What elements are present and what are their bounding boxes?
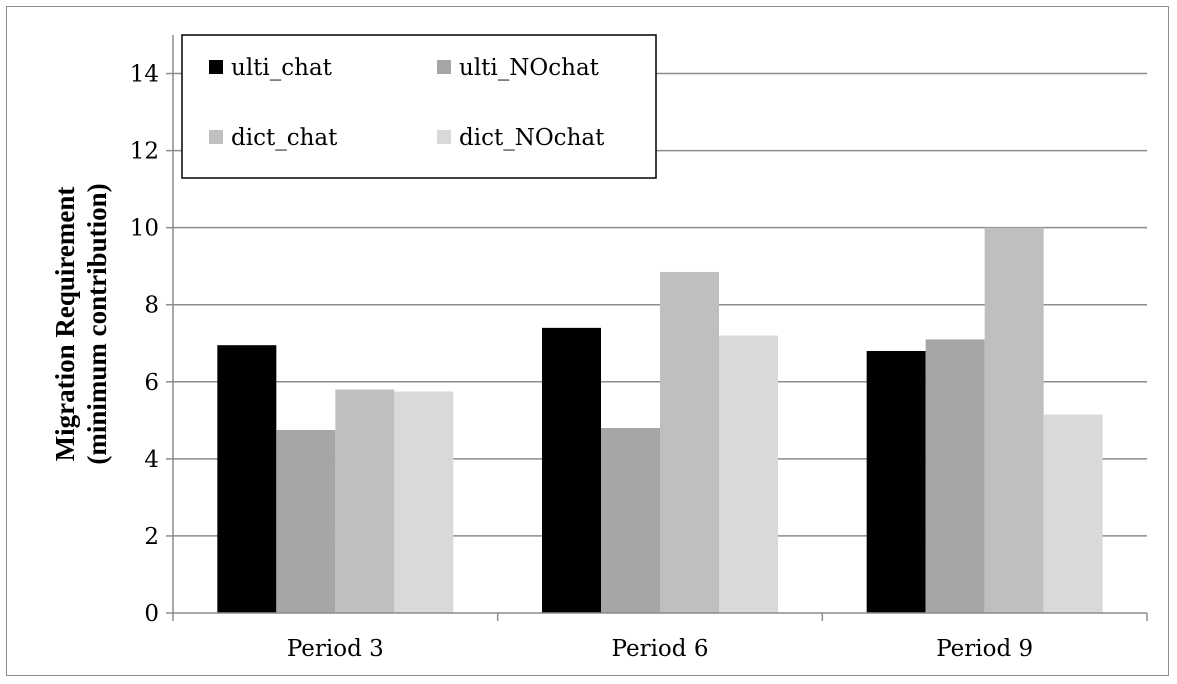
bar-ulti_NOchat-period-9 <box>925 339 985 613</box>
legend-label-ulti_chat: ulti_chat <box>231 55 333 81</box>
y-tick-label: 10 <box>130 216 159 242</box>
bar-ulti_chat-period-6 <box>542 327 601 613</box>
legend-label-ulti_NOchat: ulti_NOchat <box>459 55 600 81</box>
y-axis-title: Migration Requirement (minimum contribut… <box>50 183 112 464</box>
x-category-label: Period 3 <box>287 636 384 662</box>
bar-ulti_chat-period-9 <box>866 350 926 613</box>
y-tick-label: 8 <box>144 293 159 319</box>
y-tick-label: 0 <box>144 601 159 627</box>
bar-dict_chat-period-6 <box>660 271 719 613</box>
legend: ulti_chat ulti_NOchat dict_chat dict_NOchat <box>181 34 657 179</box>
bar-ulti_NOchat-period-3 <box>276 429 336 613</box>
legend-label-dict_chat: dict_chat <box>231 125 338 151</box>
axes <box>166 35 1148 621</box>
legend-label-dict_NOchat: dict_NOchat <box>459 125 605 151</box>
bar-ulti_chat-period-3 <box>217 345 277 613</box>
y-axis-title-line-2: (minimum contribution) <box>82 183 112 464</box>
legend-swatch-dict_NOchat <box>437 130 451 144</box>
legend-swatch-dict_chat <box>209 130 223 144</box>
bar-dict_NOchat-period-3 <box>394 391 454 613</box>
x-category-label: Period 6 <box>612 636 709 662</box>
y-tick-labels: 0 2 4 6 8 10 12 14 <box>130 62 159 627</box>
x-category-label: Period 9 <box>936 636 1033 662</box>
legend-swatch-ulti_NOchat <box>437 60 451 74</box>
bar-dict_chat-period-9 <box>984 227 1044 613</box>
bar-dict_NOchat-period-9 <box>1043 414 1103 613</box>
legend-box <box>181 34 657 179</box>
bars <box>217 227 1103 613</box>
x-category-labels: Period 3 Period 6 Period 9 <box>287 636 1033 662</box>
y-tick-label: 14 <box>130 62 159 88</box>
y-tick-label: 2 <box>144 524 159 550</box>
y-axis-title-line-1: Migration Requirement <box>50 187 80 462</box>
bar-ulti_NOchat-period-6 <box>601 428 660 613</box>
bar-dict_chat-period-3 <box>335 389 395 613</box>
y-tick-label: 4 <box>144 447 159 473</box>
bar-dict_NOchat-period-6 <box>719 335 778 613</box>
y-tick-label: 6 <box>144 370 159 396</box>
legend-swatch-ulti_chat <box>209 60 223 74</box>
y-tick-label: 12 <box>130 139 159 165</box>
